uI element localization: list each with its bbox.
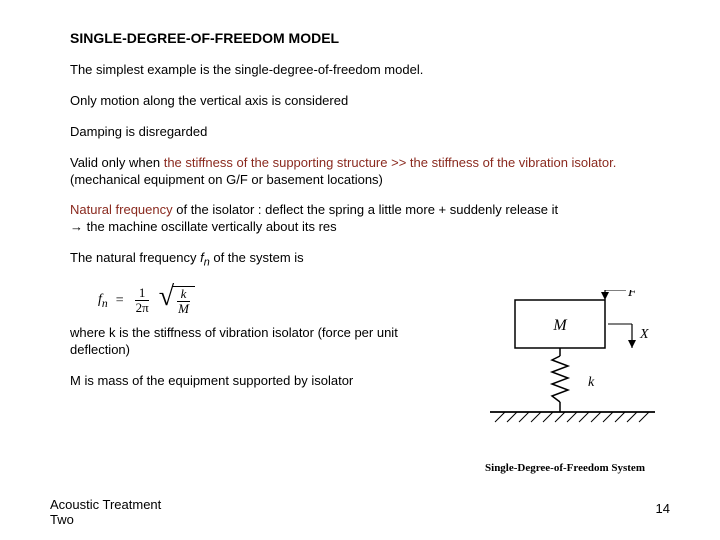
label-f: F	[627, 290, 637, 300]
para-k-def: where k is the stiffness of vibration is…	[70, 325, 440, 359]
formula-eq: =	[116, 293, 124, 309]
para-valid-note: (mechanical equipment on G/F or basement…	[70, 172, 383, 187]
para-damping: Damping is disregarded	[70, 124, 670, 141]
sqrt-den: M	[174, 302, 193, 316]
label-k: k	[588, 375, 595, 390]
formula-sqrt: k M	[159, 286, 195, 315]
sdof-diagram: M F X k	[460, 290, 670, 480]
slide-body: SINGLE-DEGREE-OF-FREEDOM MODEL The simpl…	[0, 0, 720, 500]
para-natfreq-eq-intro: The natural frequency fn of the system i…	[70, 250, 670, 270]
para-valid-lead: Valid only when	[70, 155, 164, 170]
diagram-caption: Single-Degree-of-Freedom System	[460, 462, 670, 474]
formula-fn: fn = 1 2π k M	[98, 286, 195, 315]
para-valid-highlight: the stiffness of the supporting structur…	[164, 155, 617, 170]
natfreq-label: Natural frequency	[70, 202, 176, 217]
para-motion: Only motion along the vertical axis is c…	[70, 93, 670, 110]
sqrt-num: k	[177, 287, 191, 302]
formula-lhs-sub: n	[102, 296, 108, 309]
sdof-svg: M F X k	[460, 290, 670, 455]
nf-tail: of the system is	[210, 250, 304, 265]
spring-icon	[552, 356, 568, 402]
footer-left: Acoustic Treatment Two	[50, 497, 161, 528]
nf-lead: The natural frequency	[70, 250, 200, 265]
force-arrowhead	[601, 292, 609, 300]
para-natfreq-desc: Natural frequency of the isolator : defl…	[70, 202, 670, 236]
para-intro: The simplest example is the single-degre…	[70, 62, 670, 79]
formula-frac-coeff: 1 2π	[132, 286, 153, 314]
slide-title: SINGLE-DEGREE-OF-FREEDOM MODEL	[70, 30, 670, 46]
para-valid: Valid only when the stiffness of the sup…	[70, 155, 670, 189]
page-number: 14	[656, 501, 670, 516]
natfreq-result: the machine oscillate vertically about i…	[87, 219, 337, 234]
natfreq-rest: of the isolator : deflect the spring a l…	[176, 202, 558, 217]
arrow-glyph: →	[70, 219, 83, 234]
footer-left-line2: Two	[50, 512, 74, 527]
x-arrowhead	[628, 340, 636, 348]
footer-left-line1: Acoustic Treatment	[50, 497, 161, 512]
label-x: X	[639, 327, 649, 342]
formula-frac-km: k M	[174, 287, 193, 315]
ground-hatch	[495, 412, 649, 422]
label-m: M	[552, 317, 568, 334]
para-m-def: M is mass of the equipment supported by …	[70, 373, 440, 390]
frac-den: 2π	[132, 301, 153, 315]
frac-num: 1	[135, 286, 150, 301]
text-column-below: where k is the stiffness of vibration is…	[70, 325, 440, 390]
